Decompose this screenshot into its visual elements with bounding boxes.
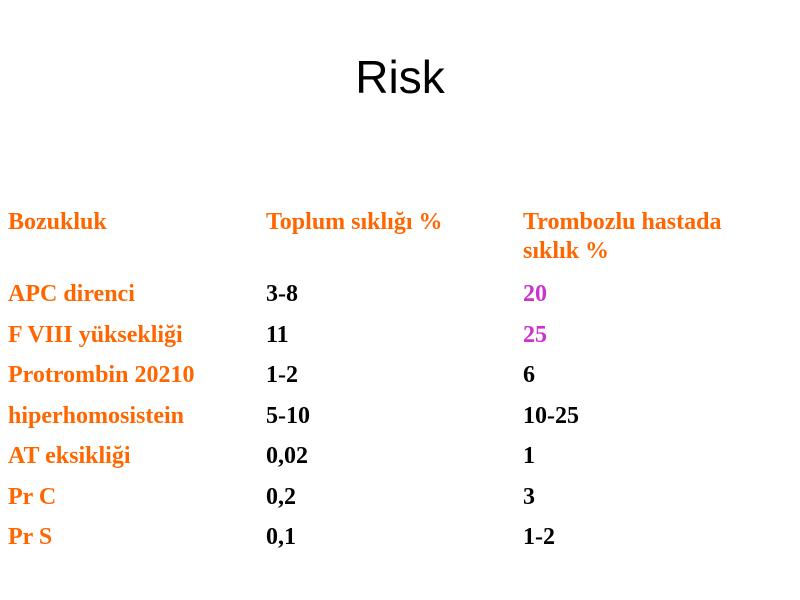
table-cell: 1-2: [266, 362, 298, 388]
table-cell: 3-8: [266, 281, 298, 307]
table-cell: AT eksikliği: [8, 443, 131, 469]
table-cell: Pr C: [8, 483, 57, 510]
table-cell: 25: [523, 321, 547, 348]
table-cell: 0,2: [266, 483, 296, 510]
table-cell: 0,02: [266, 443, 308, 469]
table-cell: 3: [523, 483, 535, 510]
table-cell: 10-25: [523, 402, 579, 429]
slide-title: Risk: [355, 51, 445, 103]
header-cell: Bozukluk: [8, 209, 107, 235]
table-cell: 1-2: [523, 524, 555, 550]
header-cell: Toplum sıklığı %: [266, 209, 443, 235]
table-cell: hiperhomosistein: [8, 402, 185, 429]
table-cell: 11: [266, 321, 289, 348]
table-cell: APC direnci: [8, 281, 135, 307]
table-cell: 0,1: [266, 524, 296, 550]
table-cell: 6: [523, 362, 535, 388]
table-cell: Protrombin 20210: [8, 362, 195, 388]
table-cell: 20: [523, 281, 547, 307]
table-cell: 1: [523, 443, 535, 469]
table-cell: 5-10: [266, 402, 310, 429]
table-cell: F VIII yüksekliği: [8, 321, 183, 348]
table-cell: Pr S: [8, 524, 53, 550]
header-cell: Trombozlu hastada sıklık %: [523, 209, 722, 264]
